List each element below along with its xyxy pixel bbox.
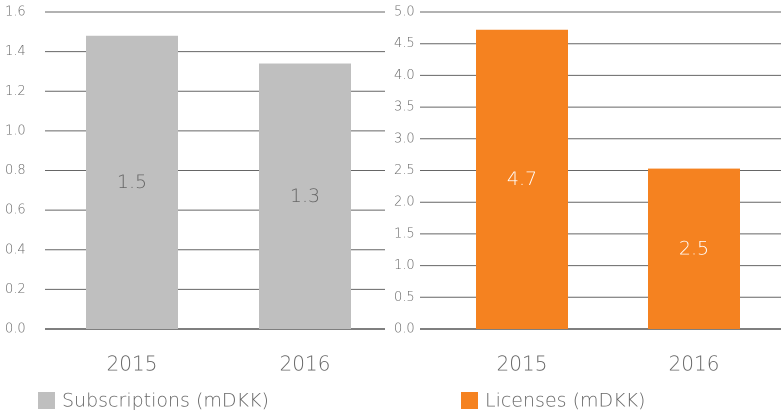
y-tick-label: 4.0 <box>394 68 415 83</box>
bar <box>86 35 178 330</box>
y-tick-label: 1.0 <box>394 258 415 273</box>
legend-swatch <box>461 392 478 409</box>
y-tick-label: 2.5 <box>394 163 415 178</box>
y-tick-label: 0.0 <box>394 322 415 337</box>
y-tick-label: 0.2 <box>5 282 26 297</box>
legend-label: Licenses (mDKK) <box>485 390 645 412</box>
x-tick-label: 2016 <box>280 352 331 376</box>
y-tick-label: 1.5 <box>394 226 415 241</box>
y-tick-label: 5.0 <box>394 5 415 20</box>
y-tick-label: 1.0 <box>5 123 26 138</box>
y-tick-label: 1.4 <box>5 44 26 59</box>
value-label: 1.5 <box>117 171 147 193</box>
value-label: 4.7 <box>507 168 537 190</box>
y-tick-label: 0.8 <box>5 163 26 178</box>
y-tick-label: 1.6 <box>5 5 26 20</box>
x-tick-label: 2015 <box>107 352 158 376</box>
y-tick-label: 0.5 <box>394 290 415 305</box>
y-tick-label: 2.0 <box>394 195 415 210</box>
bar <box>259 63 351 329</box>
y-tick-label: 3.5 <box>394 100 415 115</box>
bar <box>648 168 740 329</box>
y-tick-label: 0.4 <box>5 242 26 257</box>
legend-label: Subscriptions (mDKK) <box>62 390 269 412</box>
y-tick-label: 3.0 <box>394 131 415 146</box>
x-tick-label: 2015 <box>497 352 548 376</box>
value-label: 2.5 <box>679 237 709 259</box>
y-tick-label: 1.2 <box>5 84 26 99</box>
legend-swatch <box>38 392 55 409</box>
y-tick-label: 0.6 <box>5 203 26 218</box>
x-tick-label: 2016 <box>669 352 720 376</box>
y-tick-label: 0.0 <box>5 322 26 337</box>
y-tick-label: 4.5 <box>394 36 415 51</box>
value-label: 1.3 <box>290 185 320 207</box>
bar <box>476 29 568 329</box>
